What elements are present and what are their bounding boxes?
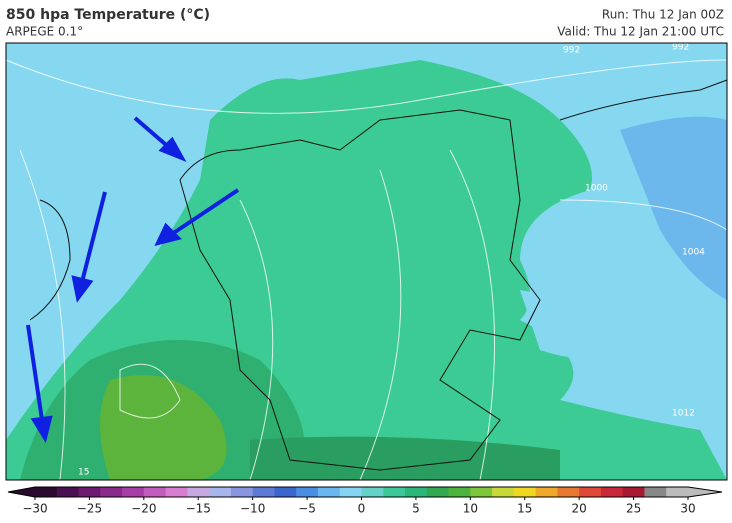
colorbar-segment	[122, 487, 145, 497]
colorbar-tick-label: 25	[626, 502, 641, 516]
colorbar-segment	[557, 487, 580, 497]
colorbar-tick-label: −30	[22, 502, 47, 516]
colorbar-segment	[383, 487, 406, 497]
colorbar-tick-label: 10	[463, 502, 478, 516]
colorbar-segment	[296, 487, 319, 497]
map-frame	[5, 42, 728, 481]
colorbar-segment	[274, 487, 297, 497]
colorbar-segment	[579, 487, 602, 497]
isobar-label: 1012	[672, 409, 695, 419]
colorbar-segment	[513, 487, 537, 497]
arrows	[26, 116, 240, 444]
isobar-label: 992	[672, 43, 689, 53]
run: Run: Thu 12 Jan 00Z	[602, 8, 724, 22]
colorbar-segment	[187, 487, 210, 497]
colorbar-segment	[143, 487, 167, 497]
cold-pocket	[520, 290, 620, 358]
colorbar-tick-label: −25	[77, 502, 102, 516]
colorbar-segment	[470, 487, 493, 497]
colorbar-segment	[644, 487, 667, 497]
isobars	[5, 59, 728, 481]
colorbar: −30 −25 −20 −15 −10 −5 0 5 10 15 20 25 30	[7, 486, 723, 516]
colorbar-tick-label: 20	[572, 502, 587, 516]
colorbar-segment	[492, 487, 515, 497]
colorbar-segment	[78, 487, 101, 497]
colorbar-segment	[165, 487, 188, 497]
colorbar-tick-label: 0	[358, 502, 366, 516]
colorbar-segment	[230, 487, 254, 497]
isobar-label: 992	[563, 46, 580, 56]
title: 850 hpa Temperature (°C)	[6, 7, 210, 23]
colorbar-segment	[535, 487, 558, 497]
colorbar-tick-label: 5	[412, 502, 420, 516]
colorbar-end	[688, 487, 722, 497]
isobar-labels: 992 992 1000 1004 1012 15	[78, 43, 705, 478]
map-area: 992 992 1000 1004 1012 15	[5, 42, 728, 481]
colorbar-segment	[600, 487, 624, 497]
colorbar-segment	[100, 487, 123, 497]
colorbar-tick-label: −20	[131, 502, 156, 516]
colorbar-segment	[317, 487, 341, 497]
borders	[29, 79, 728, 471]
isobar-label: 1000	[585, 184, 608, 194]
colorbar-segment	[426, 487, 450, 497]
colorbar-segment	[209, 487, 232, 497]
cold-zone	[620, 116, 727, 301]
colorbar-end	[8, 487, 35, 497]
colorbar-tick-label: −5	[298, 502, 316, 516]
colorbar-tick-label: −10	[240, 502, 265, 516]
colorbar-tick-label: 15	[517, 502, 532, 516]
isobar-label: 1004	[682, 248, 705, 258]
colorbar-segment	[622, 487, 645, 497]
colorbar-segment	[448, 487, 471, 497]
colorbar-segment	[252, 487, 275, 497]
colorbar-tick-label: −15	[186, 502, 211, 516]
colorbar-segment	[361, 487, 384, 497]
colorbar-segment	[35, 487, 58, 497]
colorbar-segment	[56, 487, 80, 497]
valid-time: Valid: Thu 12 Jan 21:00 UTC	[557, 25, 724, 39]
isobar-label: 15	[78, 468, 89, 478]
colorbar-segment	[405, 487, 428, 497]
colorbar-segment	[339, 487, 362, 497]
model: ARPEGE 0.1°	[6, 25, 83, 39]
warmest-zone	[100, 375, 227, 480]
colorbar-segment	[666, 487, 689, 497]
colorbar-tick-label: 30	[680, 502, 695, 516]
